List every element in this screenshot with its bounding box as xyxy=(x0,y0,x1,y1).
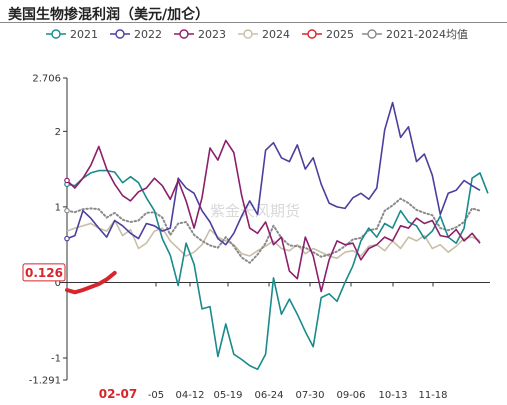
y-tick-label: -1.291 xyxy=(29,376,61,387)
x-tick-label: 06-24 xyxy=(254,390,283,401)
chart-title: 美国生物掺混利润（美元/加仑） xyxy=(8,7,210,23)
title-divider xyxy=(0,22,507,23)
legend-label: 2025 xyxy=(326,27,354,41)
legend-swatch-icon xyxy=(46,29,66,39)
y-tick-label: -1 xyxy=(51,354,61,365)
x-tick-label: 07-30 xyxy=(295,390,324,401)
legend-swatch-icon xyxy=(238,29,258,39)
series-line-2022 xyxy=(66,101,481,246)
series-point-2022 xyxy=(64,235,70,242)
x-tick-label: 11-18 xyxy=(418,390,447,401)
series-line-2023 xyxy=(66,139,481,293)
legend-item-2023[interactable]: 2023 xyxy=(174,25,226,43)
legend-label: 2022 xyxy=(134,27,162,41)
x-tick-label: 04-12 xyxy=(175,390,204,401)
legend-label: 2021 xyxy=(70,27,98,41)
legend-item-avg[interactable]: 2021-2024均值 xyxy=(362,25,468,43)
legend-item-2025[interactable]: 2025 xyxy=(302,25,354,43)
legend-label: 2021-2024均值 xyxy=(386,28,468,41)
legend-item-2021[interactable]: 2021 xyxy=(46,25,98,43)
series-line-2025 xyxy=(65,270,117,295)
x-tick-label: 09-06 xyxy=(336,390,365,401)
current-value-badge xyxy=(22,263,66,282)
legend-swatch-icon xyxy=(302,29,322,39)
legend: 2021 2022 2023 2024 2025 2021-2024均值 xyxy=(0,25,507,43)
y-tick-label: 0 xyxy=(55,278,61,289)
start-date-label: 02-07 xyxy=(99,387,137,401)
legend-label: 2023 xyxy=(198,27,226,41)
current-value-label: 0.126 xyxy=(25,266,63,280)
y-tick-label: 1 xyxy=(55,202,61,213)
series-line-2024 xyxy=(66,219,481,260)
x-tick-label: -05 xyxy=(148,390,164,401)
series-point-2023 xyxy=(64,177,70,184)
legend-swatch-icon xyxy=(174,29,194,39)
series-line-2021 xyxy=(66,169,489,371)
series-point-avg xyxy=(64,207,70,214)
y-tick-label: 2 xyxy=(55,127,61,138)
legend-label: 2024 xyxy=(262,27,290,41)
y-tick-label: 2.706 xyxy=(32,74,61,85)
series-line-avg xyxy=(66,197,481,264)
legend-swatch-icon xyxy=(110,29,130,39)
x-tick-label: 10-13 xyxy=(378,390,407,401)
x-tick-label: 05-19 xyxy=(213,390,242,401)
legend-swatch-icon xyxy=(362,29,382,39)
legend-item-2024[interactable]: 2024 xyxy=(238,25,290,43)
legend-item-2022[interactable]: 2022 xyxy=(110,25,162,43)
